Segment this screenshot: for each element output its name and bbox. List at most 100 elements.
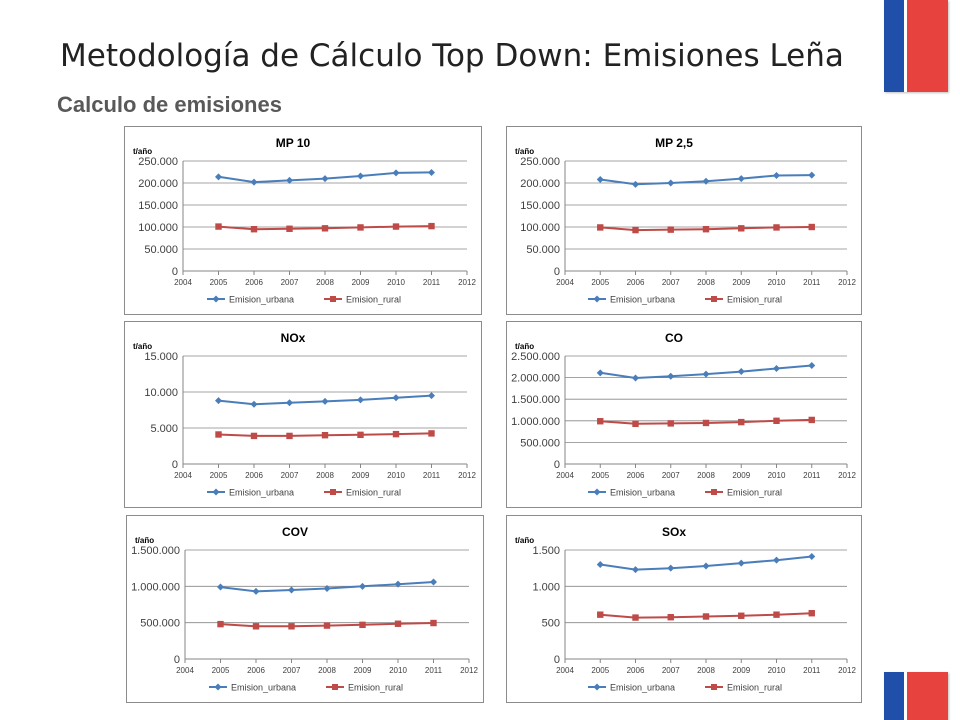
x-tick-label: 2010 — [768, 666, 786, 675]
x-tick-label: 2010 — [768, 278, 786, 287]
x-tick-label: 2004 — [176, 666, 194, 675]
y-tick-label: 150.000 — [520, 200, 560, 212]
chart-title: MP 2,5 — [655, 136, 693, 150]
data-point-rural — [215, 223, 222, 230]
x-tick-label: 2012 — [458, 471, 476, 480]
data-point-rural — [359, 621, 366, 629]
legend-label: Emision_urbana — [231, 683, 296, 693]
x-tick-label: 2006 — [627, 471, 645, 480]
data-point-urbana — [357, 396, 364, 404]
data-point-urbana — [430, 578, 437, 586]
slide-title: Metodología de Cálculo Top Down: Emision… — [60, 38, 844, 74]
x-tick-label: 2009 — [732, 471, 750, 480]
data-point-rural — [430, 619, 437, 627]
slide-subtitle: Calculo de emisiones — [57, 92, 282, 117]
chile-flag-stripe-bottom — [884, 672, 948, 720]
chart-mp10: MP 10 t/año 0 50.000 100.000 150.000 200.000 25… — [133, 136, 476, 305]
data-point-rural — [738, 612, 745, 619]
x-tick-label: 2007 — [662, 666, 680, 675]
data-point-urbana — [217, 583, 224, 591]
y-tick-label: 500.000 — [140, 618, 180, 630]
data-point-urbana — [773, 365, 780, 373]
legend-marker — [332, 684, 338, 690]
x-tick-label: 2007 — [281, 471, 299, 480]
data-point-rural — [773, 611, 780, 618]
y-axis-label: t/año — [135, 536, 154, 545]
chile-flag-stripe-top — [884, 0, 948, 92]
data-point-rural — [428, 430, 435, 437]
data-point-rural — [428, 222, 435, 230]
y-tick-label: 2.000.000 — [511, 373, 560, 385]
data-point-urbana — [392, 169, 400, 177]
x-tick-label: 2008 — [697, 278, 715, 287]
x-tick-label: 2005 — [591, 278, 609, 287]
y-tick-label: 250.000 — [138, 156, 178, 168]
x-tick-label: 2008 — [697, 666, 715, 675]
x-tick-label: 2011 — [803, 471, 821, 480]
y-tick-label: 200.000 — [520, 178, 560, 190]
x-tick-label: 2012 — [838, 666, 856, 675]
x-tick-label: 2011 — [425, 666, 443, 675]
x-tick-label: 2005 — [591, 666, 609, 675]
x-tick-label: 2011 — [423, 278, 441, 287]
data-point-rural — [252, 623, 260, 630]
x-tick-label: 2010 — [768, 471, 786, 480]
data-point-rural — [702, 419, 710, 427]
legend-label: Emision_urbana — [229, 488, 294, 498]
legend-label: Emision_rural — [727, 683, 782, 693]
data-point-urbana — [394, 580, 402, 588]
chart-sox: SOx t/año 0 500 1.000 1.500 2004 2005 2006 2007 20… — [515, 525, 856, 693]
x-tick-label: 2010 — [387, 278, 405, 287]
y-axis-label: t/año — [133, 342, 152, 351]
x-tick-label: 2009 — [354, 666, 372, 675]
data-point-urbana — [359, 582, 366, 590]
legend-marker — [711, 296, 717, 302]
data-point-rural — [808, 610, 815, 617]
y-tick-label: 0 — [172, 459, 178, 471]
x-tick-label: 2010 — [387, 471, 405, 480]
data-point-urbana — [286, 176, 293, 184]
data-point-rural — [773, 417, 780, 424]
data-point-rural — [597, 611, 604, 618]
data-point-rural — [808, 223, 815, 231]
y-tick-label: 1.000.000 — [131, 581, 180, 593]
y-tick-label: 500.000 — [520, 437, 560, 449]
data-point-rural — [667, 420, 674, 427]
data-point-rural — [738, 225, 745, 232]
x-tick-label: 2012 — [838, 471, 856, 480]
x-tick-label: 2009 — [732, 278, 750, 287]
data-point-urbana — [632, 374, 639, 382]
x-tick-label: 2007 — [662, 471, 680, 480]
x-tick-label: 2009 — [352, 278, 370, 287]
x-tick-label: 2012 — [460, 666, 478, 675]
data-point-urbana — [808, 362, 816, 370]
data-point-urbana — [321, 397, 329, 405]
x-tick-label: 2012 — [838, 278, 856, 287]
chart-panel-mp25: MP 2,5 t/año 0 50.000 100.000 150.000 200.000 2… — [506, 126, 862, 315]
x-tick-label: 2007 — [283, 666, 301, 675]
chart-title: SOx — [662, 525, 686, 539]
data-point-urbana — [773, 172, 780, 180]
x-tick-label: 2007 — [281, 278, 299, 287]
y-tick-label: 50.000 — [144, 244, 178, 256]
x-tick-label: 2008 — [697, 471, 715, 480]
legend-marker — [711, 489, 717, 495]
y-tick-label: 15.000 — [144, 351, 178, 363]
data-point-urbana — [596, 561, 604, 569]
data-point-rural — [667, 226, 674, 233]
y-tick-label: 1.500.000 — [131, 545, 180, 557]
data-point-rural — [286, 225, 293, 232]
data-point-rural — [392, 430, 400, 438]
data-point-urbana — [215, 173, 222, 181]
data-point-rural — [250, 226, 258, 233]
data-point-rural — [632, 420, 639, 428]
legend-marker — [212, 295, 220, 303]
data-point-urbana — [250, 400, 258, 408]
data-point-rural — [215, 431, 222, 438]
data-point-urbana — [286, 399, 293, 407]
y-tick-label: 1.000.000 — [511, 416, 560, 428]
x-tick-label: 2005 — [212, 666, 230, 675]
data-point-rural — [288, 623, 295, 630]
legend-marker — [711, 684, 717, 690]
data-point-urbana — [667, 372, 675, 380]
